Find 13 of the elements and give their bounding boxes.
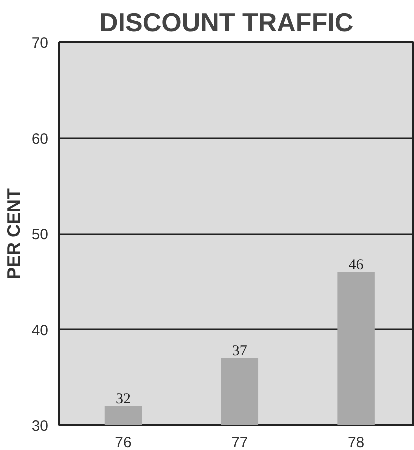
y-tick-label: 70 — [32, 35, 49, 52]
data-label: 46 — [348, 257, 364, 274]
x-tick-label: 76 — [115, 434, 132, 450]
y-axis-title: PER CENT — [4, 188, 24, 280]
data-label: 37 — [232, 343, 248, 360]
data-label: 32 — [116, 391, 132, 408]
y-tick-label: 30 — [32, 418, 49, 435]
x-tick-label: 78 — [348, 434, 365, 450]
y-tick-label: 50 — [32, 226, 49, 244]
x-tick-label: 77 — [232, 434, 248, 450]
y-tick-label: 60 — [32, 130, 49, 148]
chart-title: DISCOUNT TRAFFIC — [100, 8, 354, 38]
y-tick-label: 40 — [32, 322, 49, 340]
